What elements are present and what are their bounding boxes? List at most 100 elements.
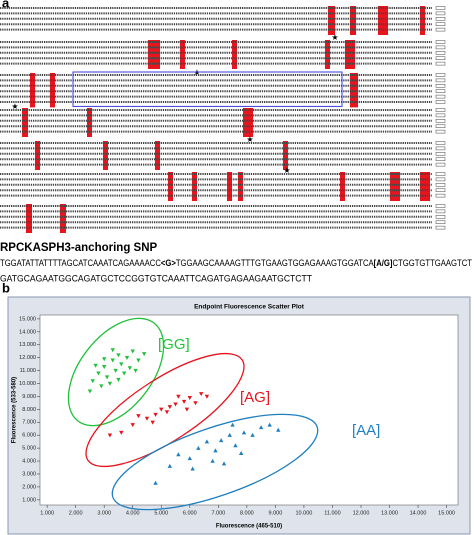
row-count (435, 61, 446, 66)
data-point (193, 401, 198, 406)
row-count (435, 177, 446, 182)
y-tick-label: 10.000 (19, 381, 36, 387)
row-count (435, 129, 446, 134)
y-tick-label: 8.000 (22, 407, 36, 413)
y-tick-label: 12.000 (19, 355, 36, 361)
y-tick-label: 15.000 (19, 316, 36, 322)
data-point (136, 358, 141, 363)
cluster-label: [GG] (158, 336, 190, 353)
alignment-panel: ★ ★ ★ ★ ★ (0, 6, 446, 233)
cluster-label: [AA] (352, 422, 380, 439)
star: ★ (11, 102, 18, 111)
x-tick-label: 14.000 (410, 510, 427, 516)
data-point (93, 363, 98, 368)
star: ★ (283, 166, 290, 175)
data-point (130, 349, 135, 354)
data-point (90, 379, 95, 384)
row-count (435, 17, 446, 21)
y-tick-label: 9.000 (22, 394, 36, 400)
sequence-segment: [A/G] (374, 258, 393, 268)
data-point (230, 422, 235, 427)
x-tick-label: 8.000 (240, 510, 254, 516)
data-point (124, 355, 130, 360)
variant-column (50, 73, 55, 108)
data-point (101, 357, 107, 362)
y-tick-label: 1.000 (22, 497, 36, 503)
chart-title: Endpoint Fluorescence Scatter Plot (194, 304, 305, 311)
data-point (210, 458, 215, 463)
sequence-line: TGGATATTATTTTAGCATCAAATCAGAAAACC<G>TGGAA… (0, 258, 472, 268)
data-point (181, 399, 187, 404)
data-point (116, 353, 121, 358)
x-axis-label: Fluorescence (465-510) (216, 524, 282, 530)
x-tick-label: 5.000 (154, 510, 168, 516)
variant-column (155, 141, 160, 170)
row-count (435, 172, 446, 176)
row-count (435, 215, 446, 219)
data-point (199, 392, 204, 397)
row-count (435, 209, 446, 214)
data-point (150, 420, 155, 425)
data-point (276, 427, 281, 432)
row-count (435, 162, 446, 167)
variant-column (328, 6, 335, 35)
x-tick-label: 6.000 (183, 510, 197, 516)
x-tick-label: 13.000 (381, 510, 398, 516)
data-point (167, 463, 173, 468)
data-point (153, 480, 158, 485)
variant-column (238, 172, 243, 201)
variant-column (227, 172, 232, 201)
y-tick-label: 7.000 (22, 420, 36, 426)
data-point (218, 438, 224, 443)
variant-column (350, 73, 358, 108)
row-count (435, 146, 446, 151)
variant-column (30, 73, 35, 108)
variant-column (283, 141, 288, 170)
data-point (133, 368, 138, 373)
data-point (101, 365, 107, 370)
data-point (144, 416, 150, 421)
x-tick-label: 10.000 (296, 510, 313, 516)
variant-column (378, 6, 388, 35)
y-tick-label: 6.000 (22, 433, 36, 439)
snp-title: RPCKASPH3-anchoring SNP (0, 242, 158, 254)
variant-column (26, 204, 32, 233)
sequence-line: GATGCAGAATGGCAGATGCTCCGGTGTCAAATTCAGATGA… (0, 273, 312, 283)
variant-column (60, 204, 66, 233)
data-point (110, 358, 115, 363)
data-point (241, 430, 247, 435)
variant-column (243, 108, 253, 137)
row-count (435, 6, 446, 10)
points (87, 348, 281, 485)
sequence-segment: TGGAAGCAAAAGTTTGTGAAGTGGAGAAAGTGGATCA (176, 258, 375, 268)
variant-column (87, 108, 92, 137)
data-point (250, 432, 255, 437)
x-tick-label: 12.000 (353, 510, 370, 516)
row-count (435, 183, 446, 187)
y-tick-label: 5.000 (22, 446, 36, 452)
data-point (187, 456, 192, 461)
data-point (107, 433, 113, 438)
data-point (176, 452, 181, 457)
data-point (187, 396, 192, 401)
data-point (104, 375, 110, 380)
variant-column (180, 40, 185, 69)
variant-column (192, 172, 197, 201)
x-tick-label: 2.000 (69, 510, 83, 516)
data-point (176, 394, 181, 399)
data-point (119, 430, 124, 435)
panel-label: b (2, 280, 10, 295)
row-count (435, 108, 446, 112)
row-count (435, 22, 446, 26)
row-count (435, 40, 446, 44)
x-tick-label: 15.000 (438, 510, 455, 516)
row-count (435, 113, 446, 118)
plot-area (39, 314, 459, 506)
row-count (435, 204, 446, 208)
x-tick-label: 1.000 (40, 510, 54, 516)
variant-column (420, 172, 430, 201)
data-point (107, 381, 113, 386)
variant-column (35, 141, 40, 170)
y-tick-label: 13.000 (19, 342, 36, 348)
row-count (435, 124, 446, 128)
